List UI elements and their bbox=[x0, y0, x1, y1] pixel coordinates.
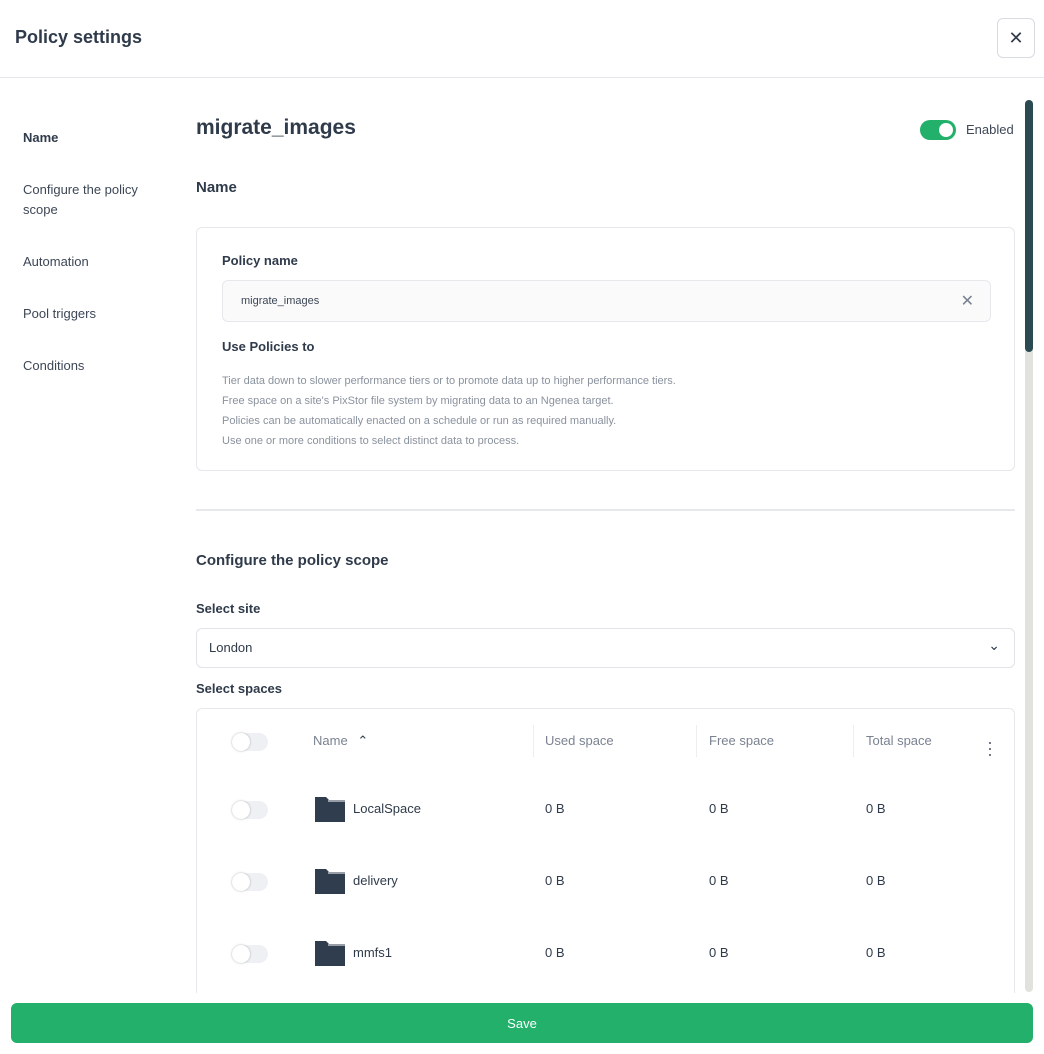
use-policies-heading: Use Policies to bbox=[222, 339, 315, 354]
folder-icon bbox=[315, 941, 345, 966]
used-space: 0 B bbox=[545, 873, 565, 888]
row-toggle[interactable] bbox=[232, 873, 268, 891]
col-total-space[interactable]: Total space bbox=[866, 733, 932, 748]
scrollbar[interactable] bbox=[1025, 100, 1033, 992]
space-name: delivery bbox=[353, 873, 398, 888]
total-space: 0 B bbox=[866, 801, 886, 816]
site-select[interactable]: London ⌄ bbox=[196, 628, 1015, 668]
site-value: London bbox=[209, 640, 253, 655]
folder-icon bbox=[315, 797, 345, 822]
free-space: 0 B bbox=[709, 873, 729, 888]
close-button[interactable]: ✕ bbox=[997, 18, 1035, 58]
free-space: 0 B bbox=[709, 801, 729, 816]
row-toggle[interactable] bbox=[232, 801, 268, 819]
scope-heading: Configure the policy scope bbox=[196, 552, 389, 569]
nav-item-scope[interactable]: Configure the policy scope bbox=[23, 182, 138, 217]
enabled-label: Enabled bbox=[966, 122, 1014, 137]
col-free-space[interactable]: Free space bbox=[709, 733, 775, 748]
column-separator bbox=[853, 725, 854, 757]
table-row: LocalSpace 0 B 0 B 0 B bbox=[197, 789, 1016, 829]
col-name-label: Name bbox=[313, 733, 348, 748]
description-line: Policies can be automatically enacted on… bbox=[222, 415, 617, 427]
close-icon: ✕ bbox=[1008, 27, 1024, 48]
folder-icon bbox=[315, 869, 345, 894]
used-space: 0 B bbox=[545, 945, 565, 960]
used-space: 0 B bbox=[545, 801, 565, 816]
name-heading: Name bbox=[196, 179, 237, 196]
space-name: LocalSpace bbox=[353, 801, 421, 816]
description-line: Tier data down to slower performance tie… bbox=[222, 375, 676, 387]
table-header: Name ⌃ Used space Free space Total space… bbox=[197, 721, 1016, 764]
select-site-label: Select site bbox=[196, 601, 261, 616]
spaces-table: Name ⌃ Used space Free space Total space… bbox=[196, 708, 1015, 993]
select-spaces-label: Select spaces bbox=[196, 681, 283, 696]
table-row: delivery 0 B 0 B 0 B bbox=[197, 861, 1016, 901]
scrollbar-thumb[interactable] bbox=[1025, 100, 1033, 352]
column-separator bbox=[533, 725, 534, 757]
policy-name-input[interactable]: migrate_images ✕ bbox=[222, 280, 991, 322]
space-name: mmfs1 bbox=[353, 945, 392, 960]
kebab-menu-icon[interactable]: · · · bbox=[987, 732, 993, 764]
nav-item-conditions[interactable]: Conditions bbox=[23, 358, 85, 373]
main-content: migrate_images Enabled Name Policy name … bbox=[196, 78, 1016, 993]
divider bbox=[196, 509, 1015, 511]
table-row: mmfs1 0 B 0 B 0 B bbox=[197, 933, 1016, 973]
col-used-space[interactable]: Used space bbox=[545, 733, 614, 748]
name-card: Policy name migrate_images ✕ Use Policies… bbox=[196, 227, 1015, 471]
sort-asc-icon: ⌃ bbox=[357, 733, 369, 748]
total-space: 0 B bbox=[866, 873, 886, 888]
free-space: 0 B bbox=[709, 945, 729, 960]
chevron-down-icon: ⌄ bbox=[988, 637, 1000, 653]
nav-item-automation[interactable]: Automation bbox=[23, 254, 89, 269]
description-line: Free space on a site's PixStor file syst… bbox=[222, 395, 614, 407]
policy-name-value: migrate_images bbox=[241, 295, 320, 307]
page-title: Policy settings bbox=[15, 27, 143, 47]
select-all-toggle[interactable] bbox=[232, 733, 268, 751]
description-line: Use one or more conditions to select dis… bbox=[222, 435, 520, 447]
col-name[interactable]: Name ⌃ bbox=[313, 733, 368, 749]
clear-icon[interactable]: ✕ bbox=[960, 293, 974, 310]
enabled-toggle[interactable] bbox=[920, 120, 956, 140]
policy-description: Tier data down to slower performance tie… bbox=[222, 371, 676, 451]
save-button[interactable]: Save bbox=[11, 1003, 1033, 1043]
nav-item-pool-triggers[interactable]: Pool triggers bbox=[23, 306, 96, 321]
policy-title: migrate_images bbox=[196, 116, 356, 139]
header: Policy settings ✕ bbox=[0, 0, 1044, 78]
nav-item-name[interactable]: Name bbox=[23, 130, 59, 145]
column-separator bbox=[696, 725, 697, 757]
section-nav: Name Configure the policy scope Automati… bbox=[23, 128, 173, 408]
row-toggle[interactable] bbox=[232, 945, 268, 963]
policy-name-label: Policy name bbox=[222, 253, 298, 268]
total-space: 0 B bbox=[866, 945, 886, 960]
